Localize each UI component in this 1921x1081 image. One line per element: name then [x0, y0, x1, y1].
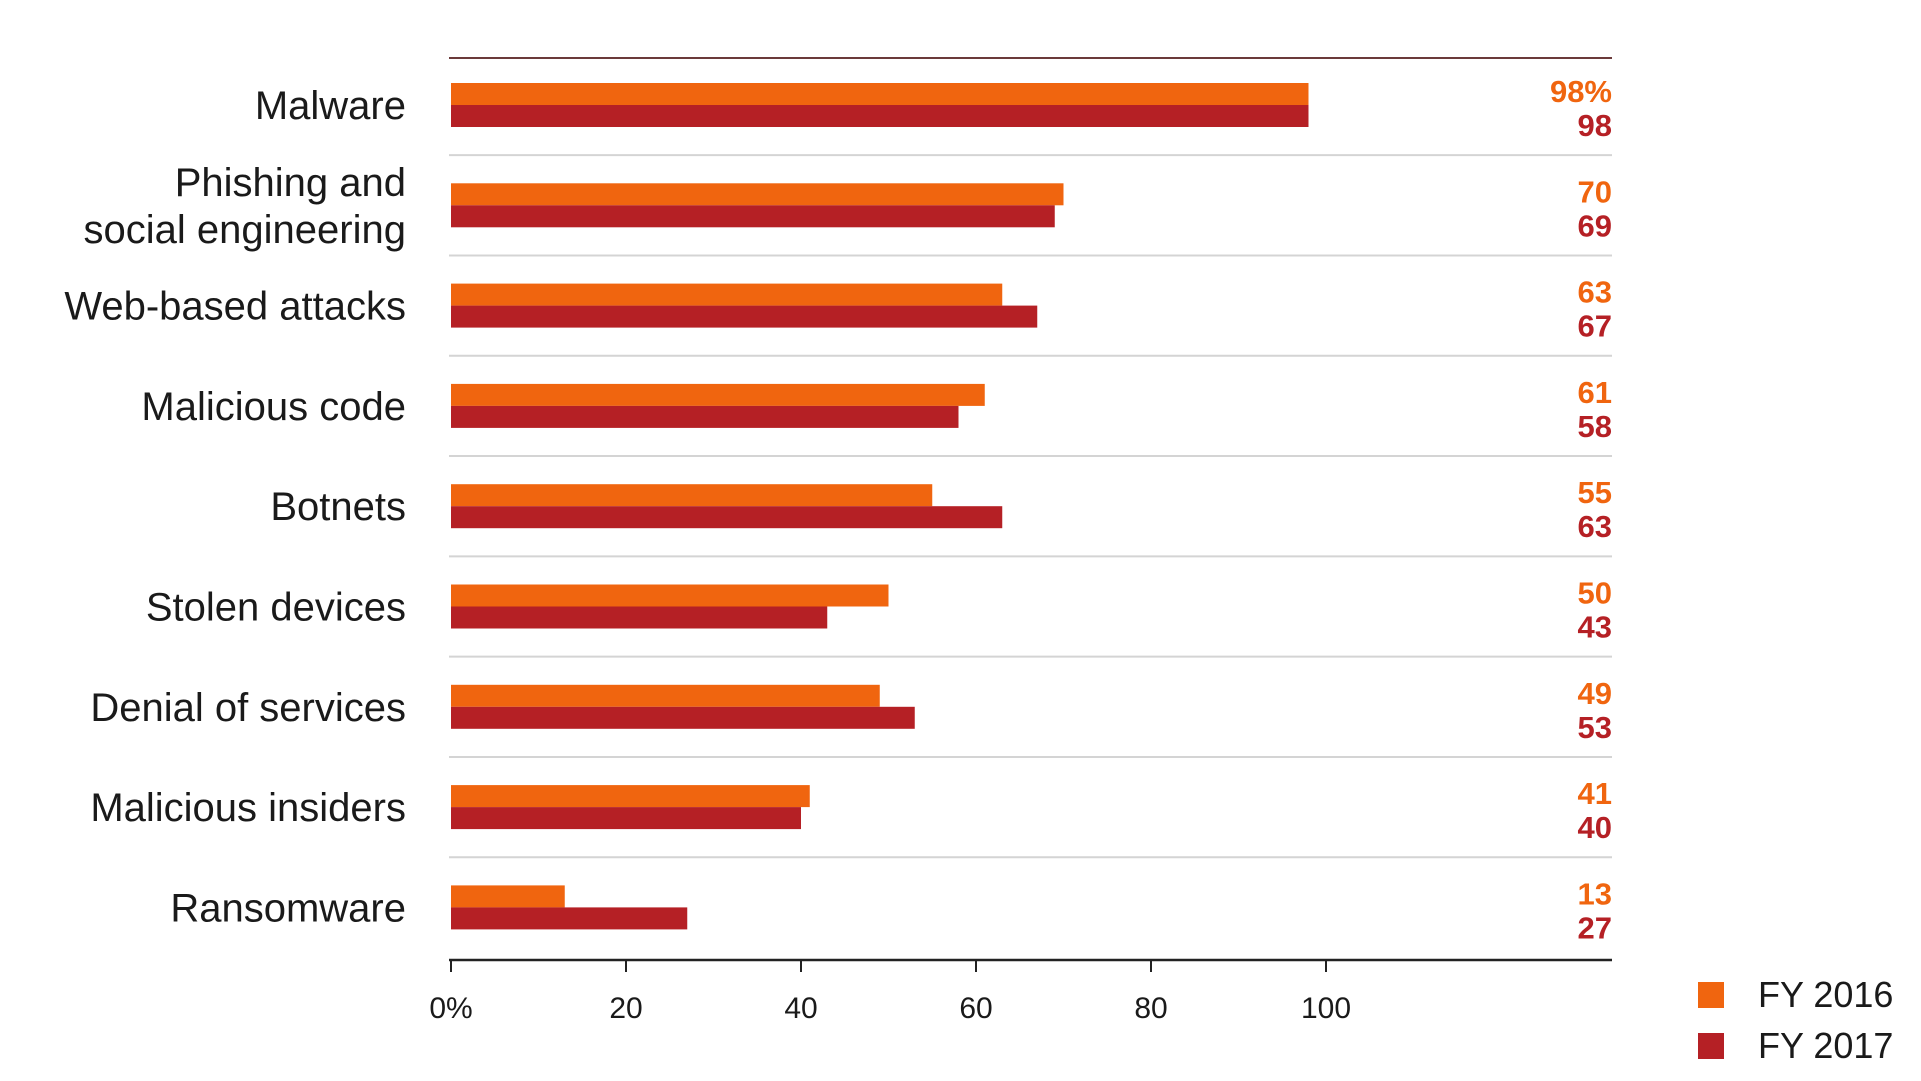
- bar-fy2017: [451, 907, 688, 930]
- value-label-fy2017: 27: [1578, 910, 1612, 945]
- category-label: Denial of services: [90, 686, 406, 730]
- bar-fy2017: [451, 807, 801, 830]
- legend-swatch-fy2016: [1698, 982, 1724, 1008]
- bar-fy2016: [451, 283, 1003, 306]
- x-tick-label: 100: [1301, 992, 1351, 1025]
- x-tick-label: 40: [784, 992, 817, 1025]
- x-axis-ticks: 0% 20 40 60 80 100: [429, 960, 1351, 1025]
- bar-fy2016: [451, 785, 810, 808]
- bar-fy2017: [451, 506, 1003, 529]
- x-tick-label: 0%: [429, 992, 472, 1025]
- x-tick-label: 20: [609, 992, 642, 1025]
- bar-fy2017: [451, 205, 1055, 228]
- value-label-fy2017: 67: [1578, 309, 1612, 344]
- bar-fy2016: [451, 885, 565, 908]
- category-label: Botnets: [270, 485, 406, 529]
- value-label-fy2017: 53: [1578, 710, 1612, 745]
- category-label: social engineering: [84, 208, 406, 252]
- bar-fy2017: [451, 606, 828, 629]
- bar-fy2016: [451, 83, 1309, 105]
- value-label-fy2016: 50: [1578, 576, 1612, 611]
- row-separators: [449, 154, 1612, 859]
- value-label-fy2017: 69: [1578, 208, 1612, 243]
- bar-fy2016: [451, 484, 933, 507]
- x-tick-label: 80: [1134, 992, 1167, 1025]
- value-label-fy2016: 55: [1578, 475, 1612, 510]
- value-label-fy2016: 13: [1578, 876, 1612, 911]
- bar-fy2017: [451, 105, 1309, 127]
- bar-fy2016: [451, 383, 985, 406]
- bar-fy2017: [451, 706, 915, 729]
- bar-fy2016: [451, 183, 1064, 206]
- category-label: Malicious code: [141, 385, 406, 429]
- bar-fy2016: [451, 684, 880, 707]
- category-label: Stolen devices: [146, 586, 406, 630]
- value-label-fy2016: 98%: [1550, 74, 1612, 109]
- category-label: Ransomware: [170, 886, 406, 930]
- x-tick-label: 60: [959, 992, 992, 1025]
- bars: [451, 83, 1309, 930]
- value-label-fy2017: 63: [1578, 509, 1612, 544]
- value-label-fy2016: 49: [1578, 676, 1612, 711]
- legend-swatch-fy2017: [1698, 1033, 1724, 1059]
- value-label-fy2017: 40: [1578, 810, 1612, 845]
- bar-fy2017: [451, 405, 959, 428]
- category-label: Malware: [255, 84, 406, 128]
- legend-label-fy2017: FY 2017: [1758, 1025, 1893, 1066]
- value-label-fy2017: 58: [1578, 409, 1612, 444]
- value-label-fy2016: 61: [1578, 375, 1612, 410]
- value-label-fy2017: 43: [1578, 610, 1612, 645]
- category-label: Malicious insiders: [90, 786, 406, 830]
- category-label: Phishing and: [175, 161, 406, 205]
- legend-label-fy2016: FY 2016: [1758, 974, 1893, 1015]
- legend: FY 2016 FY 2017: [1698, 974, 1893, 1066]
- bar-fy2017: [451, 305, 1038, 328]
- value-label-fy2016: 70: [1578, 174, 1612, 209]
- category-label: Web-based attacks: [64, 285, 406, 329]
- value-label-fy2016: 63: [1578, 275, 1612, 310]
- value-label-fy2017: 98: [1578, 108, 1612, 143]
- bar-fy2016: [451, 584, 889, 607]
- value-label-fy2016: 41: [1578, 776, 1612, 811]
